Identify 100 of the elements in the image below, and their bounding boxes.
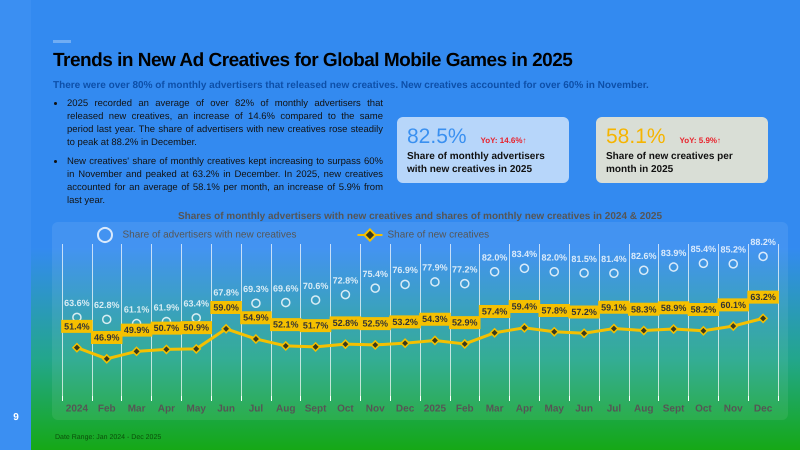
point (400, 338, 410, 348)
point (221, 324, 231, 334)
data-label: 52.8% (332, 318, 358, 328)
x-tick-label: Jul (606, 404, 622, 414)
data-label: 49.9% (124, 325, 150, 336)
data-label: 61.1% (124, 304, 150, 314)
legend-label: Share of new creatives (387, 230, 490, 240)
data-label: 85.4% (690, 244, 716, 254)
data-label: 69.6% (272, 283, 299, 294)
data-label: 54.3% (422, 314, 448, 324)
data-label: 69.3% (243, 284, 269, 294)
point (430, 277, 440, 287)
point (639, 326, 648, 336)
text: Shares of monthly advertisers with new creatives and shares of monthly new creatives in 2024 & 2025 (176, 211, 664, 222)
x-tick-label: Mar (486, 404, 504, 414)
point (550, 267, 559, 277)
point (102, 314, 112, 324)
data-label: 83.4% (512, 249, 538, 260)
data-label: 88.2% (750, 237, 776, 248)
data-label: 63.2% (750, 292, 776, 302)
data-label: 77.2% (452, 264, 478, 274)
data-label: 52.1% (272, 320, 299, 330)
data-label: 63.4% (183, 298, 210, 309)
x-tick-label: Apr (158, 404, 176, 414)
data-label: 58.9% (660, 302, 686, 313)
point (370, 340, 380, 350)
x-tick-label: Nov (366, 404, 386, 414)
x-tick-label: Aug (276, 404, 296, 414)
point (281, 298, 290, 308)
point (490, 328, 500, 338)
data-label: 58.2% (690, 304, 716, 315)
point (668, 262, 678, 272)
point (162, 344, 172, 354)
x-tick-label: Sept (662, 404, 686, 414)
x-tick-label: May (186, 404, 206, 414)
point (609, 268, 619, 278)
x-tick-label: Feb (456, 404, 474, 414)
point (758, 252, 768, 262)
data-label: 77.9% (422, 262, 448, 273)
text: 2025 recorded an average of over 82% of monthly advertisers that released new creatives, an increase of 14.6% compared to the same period last year. The share of advertisers with new creatives rose steadily to peak at 88.2% in December. (67, 97, 383, 149)
x-tick-label: Aug (634, 404, 654, 414)
data-label: 51.4% (64, 321, 90, 332)
data-label: 57.8% (541, 306, 568, 316)
text: YoY: 14.6%↑ (480, 136, 526, 145)
data-label: 50.9% (183, 322, 210, 333)
x-tick-label: Dec (754, 404, 773, 414)
legend-label: Share of advertisers with new creatives (122, 230, 296, 240)
x-tick-label: Jun (575, 404, 593, 414)
text: Share of new creatives per month in 2025 (606, 150, 734, 176)
data-label: 46.9% (94, 332, 120, 343)
point (698, 258, 708, 268)
data-label: 72.8% (332, 275, 358, 286)
data-label: 52.5% (362, 318, 388, 329)
point (192, 313, 201, 323)
data-label: 81.4% (601, 254, 627, 264)
point (310, 295, 320, 305)
x-tick-label: Nov (724, 404, 744, 414)
data-label: 57.4% (482, 306, 508, 317)
x-tick-label: May (544, 404, 564, 414)
point (251, 298, 261, 308)
x-tick-label: Jul (248, 404, 264, 414)
x-tick-label: Feb (98, 404, 116, 414)
point (310, 342, 320, 352)
x-tick-label: Oct (337, 404, 354, 414)
data-label: 54.9% (243, 312, 269, 323)
point (340, 290, 350, 300)
point (639, 266, 648, 276)
point (490, 267, 500, 277)
data-label: 57.2% (571, 307, 597, 318)
text: 82.5% (407, 125, 467, 149)
data-label: 50.7% (154, 323, 180, 334)
data-label: 59.4% (512, 302, 538, 312)
point (609, 324, 619, 334)
point (668, 324, 678, 334)
point (340, 339, 350, 349)
point (460, 278, 470, 288)
text: 9 (12, 412, 20, 423)
point (579, 268, 589, 278)
x-tick-label: 2025 (424, 404, 446, 414)
x-tick-label: Apr (516, 404, 534, 414)
point (132, 346, 142, 356)
chart-subtitle: There were over 80% of monthly advertisers that released new creatives. New creatives accounted for over 60% in November. (53, 80, 649, 91)
point (520, 323, 530, 333)
point (698, 326, 708, 336)
point (370, 283, 380, 293)
data-label: 81.5% (571, 254, 597, 264)
text: New creatives' share of monthly creatives kept increasing to surpass 60% in November and peaked at 63.2% in December. In 2025, new creatives accounted for an average of 58.1% per month, an increase of 5.9% from last year. (67, 155, 383, 207)
point (251, 334, 261, 344)
data-label: 82.0% (482, 252, 508, 263)
data-label: 85.2% (720, 244, 746, 255)
x-tick-label: Oct (695, 404, 712, 414)
data-label: 63.6% (64, 298, 90, 308)
point (728, 321, 738, 331)
data-label: 83.9% (660, 248, 686, 258)
data-label: 58.3% (630, 304, 657, 314)
point (72, 342, 82, 352)
data-label: 75.4% (362, 268, 388, 279)
data-label: 70.6% (302, 280, 328, 291)
data-label: 51.7% (302, 320, 328, 331)
x-tick-label: Dec (396, 404, 415, 414)
